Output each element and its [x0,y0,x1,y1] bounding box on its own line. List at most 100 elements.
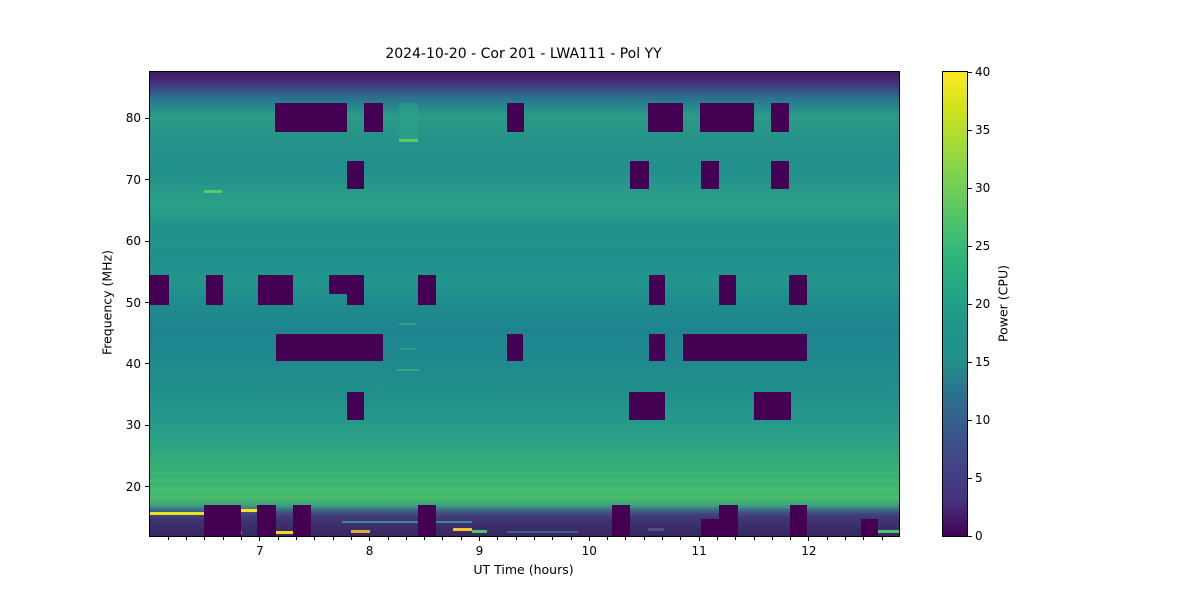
flagged-region [789,275,807,305]
rfi-streak [203,190,223,194]
colorbar-tick-label: 5 [975,471,983,485]
flagged-region [790,504,807,536]
x-minor-tick [771,537,773,540]
flagged-region [860,519,879,536]
flagged-region [257,275,293,305]
rfi-streak [342,520,472,523]
x-minor-tick [405,537,407,540]
y-tick-label: 60 [125,234,141,248]
x-major-tick [698,537,700,541]
flagged-region [700,103,754,133]
y-tick-label: 40 [125,356,141,371]
flagged-region [682,333,807,362]
x-minor-tick [607,537,609,540]
rfi-streak [471,529,488,533]
x-minor-tick [716,537,718,540]
rfi-streak [399,323,416,325]
flagged-region [329,275,365,294]
colorbar-tick-label: 0 [975,529,983,543]
x-minor-tick [350,537,352,540]
colorbar-tick-label: 35 [975,123,991,137]
y-axis-label: Frequency (MHz) [99,249,115,356]
x-minor-tick [186,537,188,540]
rfi-streak [506,530,579,533]
flagged-region [203,504,242,536]
flagged-region [276,333,383,362]
flagged-region [418,275,436,305]
x-minor-tick [845,537,847,540]
flagged-region [718,275,737,305]
flagged-region [701,161,719,190]
x-minor-tick [863,537,865,540]
colorbar-tick [968,477,972,479]
flagged-region [770,161,790,190]
x-minor-tick [241,537,242,540]
x-minor-tick [222,537,224,540]
y-major-tick [145,240,149,242]
rfi-streak [399,347,416,350]
flagged-region [648,275,666,305]
flagged-region [506,333,524,362]
x-minor-tick [552,537,554,540]
colorbar-tick [968,129,972,131]
x-tick-label: 8 [365,544,374,558]
x-minor-tick [735,537,737,540]
band-line [150,479,899,482]
colorbar-tick-label: 20 [975,297,991,311]
x-major-tick [259,537,261,541]
x-tick-label: 9 [475,544,484,558]
band-line [150,200,899,203]
band-line [150,471,899,474]
rfi-streak [878,529,899,533]
x-major-tick [369,537,371,541]
band-line [150,107,899,110]
x-minor-tick [332,537,334,540]
flagged-region [150,275,169,305]
x-minor-tick [460,537,462,540]
colorbar-tick-label: 40 [975,65,991,79]
x-minor-tick [570,537,572,540]
colorbar-tick [968,361,972,363]
rfi-streak [453,528,472,532]
colorbar-tick-label: 15 [975,355,991,369]
rfi-streak [150,511,204,515]
x-minor-tick [826,537,828,540]
band-line [150,488,899,491]
colorbar-tick [968,71,972,73]
flagged-region [346,391,365,421]
x-tick-label: 10 [581,544,597,558]
flagged-region [256,504,277,536]
colorbar-tick [968,245,972,247]
colorbar-tick-label: 30 [975,181,991,195]
rfi-streak [647,528,664,532]
y-tick-label: 20 [125,479,141,494]
flagged-region [418,504,436,536]
x-minor-tick [753,537,755,540]
colorbar-label: Power (CPU) [995,265,1011,342]
x-axis-label: UT Time (hours) [473,562,574,577]
x-major-tick [479,537,480,541]
colorbar-tick [968,535,972,537]
x-minor-tick [167,537,169,540]
y-major-tick [145,179,149,180]
flagged-region [506,103,525,133]
band-line [150,144,899,147]
band-line [150,384,899,387]
colorbar-tick [968,419,972,421]
band-line [150,261,899,264]
y-major-tick [145,363,149,365]
flagged-region [718,504,738,536]
x-minor-tick [497,537,499,540]
x-major-tick [588,537,590,541]
band-line [150,454,899,457]
spectrogram-plot [149,71,900,537]
flagged-region [292,504,312,536]
x-minor-tick [790,537,792,540]
colorbar-tick [968,303,972,305]
colorbar-tick-label: 25 [975,239,991,253]
x-minor-tick [295,537,297,540]
x-minor-tick [424,537,426,540]
y-major-tick [145,424,149,426]
flagged-region [346,293,365,305]
x-tick-label: 11 [691,544,707,558]
